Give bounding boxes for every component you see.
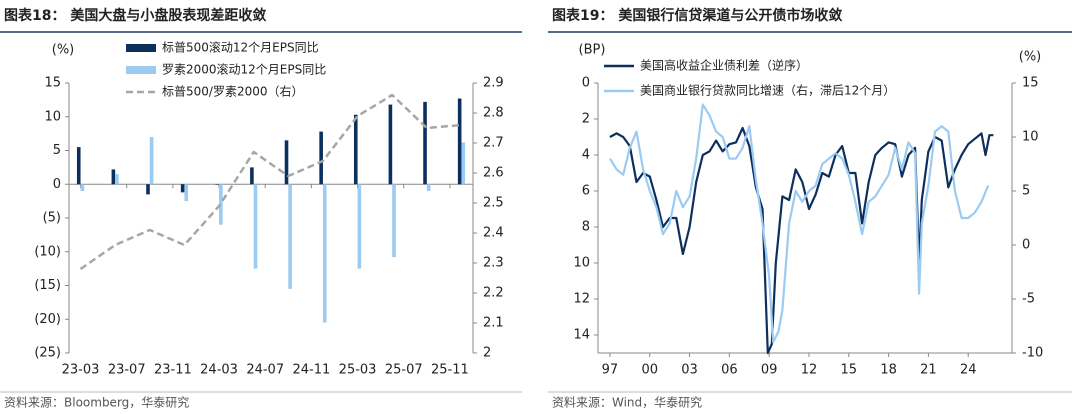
- x-tick-label: 24: [960, 363, 977, 378]
- bar: [322, 184, 327, 323]
- y2-tick-label: 2.2: [483, 286, 504, 301]
- bar: [392, 184, 396, 258]
- bar: [149, 137, 154, 185]
- bar: [250, 167, 254, 185]
- x-tick-label: 23-11: [154, 363, 192, 378]
- bar: [284, 140, 289, 185]
- source: 资料来源：Wind，华泰研究: [552, 395, 702, 410]
- x-tick-label: 23-03: [62, 363, 100, 378]
- y-tick-label: 8: [582, 220, 590, 235]
- y-tick-label: (20): [34, 312, 61, 327]
- x-tick-label: 25-11: [431, 363, 469, 378]
- y2-tick-label: 2.3: [483, 256, 504, 271]
- x-tick-label: 25-07: [385, 363, 423, 378]
- y-tick-label: (25): [34, 346, 61, 361]
- y2-tick-label: 2.4: [483, 226, 504, 241]
- y2-tick-label: 5: [1022, 184, 1030, 199]
- bar: [146, 184, 150, 195]
- bar: [423, 101, 427, 185]
- bar: [111, 169, 116, 185]
- y2-tick-label: 2.1: [483, 316, 504, 331]
- bar: [253, 184, 258, 269]
- bar: [426, 184, 431, 191]
- y-tick-label: 10: [573, 256, 590, 271]
- y2-tick-label: 10: [1022, 130, 1039, 145]
- bar: [353, 114, 358, 185]
- bar: [461, 142, 466, 185]
- y-tick-label: 0: [53, 177, 61, 192]
- x-tick-label: 97: [602, 363, 619, 378]
- y2-tick-label: 2.6: [483, 166, 504, 181]
- y-tick-label: 2: [582, 112, 590, 127]
- bar: [80, 184, 85, 191]
- y-tick-label: 6: [582, 184, 590, 199]
- x-tick-label: 03: [681, 363, 698, 378]
- bar: [115, 174, 119, 185]
- y-tick-label: (10): [34, 244, 61, 259]
- bar: [184, 184, 189, 202]
- x-tick-label: 21: [920, 363, 937, 378]
- y2-axis-label: (%): [1019, 50, 1042, 65]
- bar: [357, 184, 362, 269]
- y-tick-label: (5): [43, 211, 61, 226]
- bar: [76, 147, 81, 185]
- x-tick-label: 09: [761, 363, 778, 378]
- x-tick-label: 15: [841, 363, 858, 378]
- bar: [288, 184, 292, 289]
- legend-swatch: [126, 44, 156, 52]
- legend-label: 标普500/罗素2000（右）: [162, 84, 304, 99]
- y-axis-label: (%): [52, 43, 75, 58]
- legend-swatch: [126, 66, 156, 74]
- y-tick-label: 4: [582, 148, 590, 163]
- x-tick-label: 23-07: [108, 363, 146, 378]
- y-tick-label: 12: [573, 292, 590, 307]
- bar: [388, 104, 393, 185]
- y2-tick-label: 2.7: [483, 136, 504, 151]
- y2-tick-label: 0: [1022, 238, 1030, 253]
- y2-tick-label: 2.5: [483, 196, 504, 211]
- y-tick-label: 5: [53, 143, 61, 158]
- x-tick-label: 00: [641, 363, 658, 378]
- y2-tick-label: 2.9: [483, 76, 504, 91]
- y-tick-label: 10: [44, 109, 61, 124]
- legend-label: 标普500滚动12个月EPS同比: [162, 40, 319, 55]
- bar: [319, 131, 323, 185]
- y2-tick-label: 2: [483, 346, 491, 361]
- bar: [180, 184, 185, 193]
- y2-tick-label: -10: [1022, 346, 1043, 361]
- x-tick-label: 12: [801, 363, 818, 378]
- x-tick-label: 24-07: [246, 363, 284, 378]
- legend-label: 罗素2000滚动12个月EPS同比: [162, 62, 326, 77]
- x-tick-label: 25-03: [339, 363, 377, 378]
- x-tick-label: 24-11: [293, 363, 331, 378]
- y-tick-label: 0: [582, 76, 590, 91]
- bar: [457, 98, 462, 185]
- bar: [219, 184, 223, 225]
- y-tick-label: (15): [34, 278, 61, 293]
- x-tick-label: 06: [721, 363, 738, 378]
- legend-label: 美国高收益企业债利差（逆序）: [640, 58, 808, 73]
- line-series: [79, 93, 462, 271]
- line-series: [608, 103, 990, 344]
- chart-title: 图表18： 美国大盘与小盘股表现差距收敛: [4, 7, 266, 24]
- x-tick-label: 24-03: [200, 363, 238, 378]
- y2-tick-label: 2.8: [483, 106, 504, 121]
- source: 资料来源：Bloomberg，华泰研究: [4, 395, 189, 410]
- y2-tick-label: -5: [1022, 292, 1035, 307]
- x-tick-label: 18: [880, 363, 897, 378]
- chart-title: 图表19： 美国银行信贷渠道与公开债市场收敛: [552, 7, 842, 24]
- y-tick-label: 14: [573, 328, 590, 343]
- legend-label: 美国商业银行贷款同比增速（右，滞后12个月）: [640, 83, 895, 98]
- y-tick-label: 15: [44, 76, 61, 91]
- bar: [215, 184, 220, 185]
- y2-tick-label: 15: [1022, 76, 1039, 91]
- y-axis-label: (BP): [579, 43, 606, 58]
